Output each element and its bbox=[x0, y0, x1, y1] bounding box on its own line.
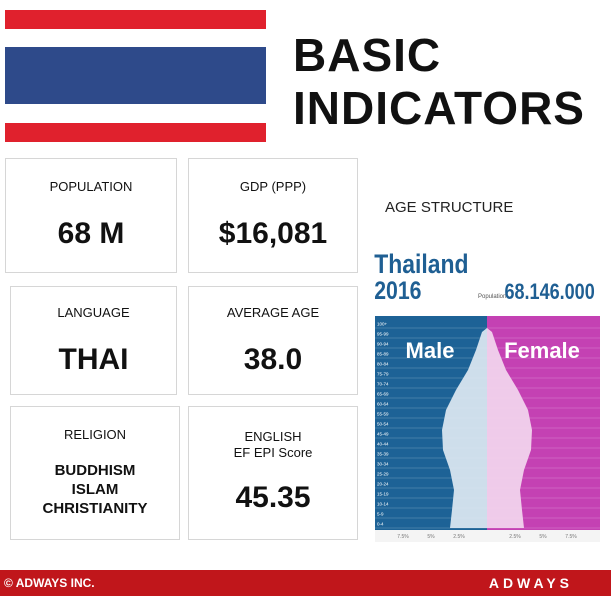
card-label: GDP (PPP) bbox=[239, 179, 307, 194]
age-label: 20-24 bbox=[377, 482, 389, 487]
age-label: 10-14 bbox=[377, 502, 389, 507]
age-label: 90-94 bbox=[377, 342, 389, 347]
age-label: 80-84 bbox=[377, 362, 389, 367]
age-label: 100+ bbox=[377, 322, 388, 327]
age-label: 85-89 bbox=[377, 352, 389, 357]
card-label: POPULATION bbox=[49, 179, 133, 194]
population-label: Population: bbox=[478, 294, 508, 300]
card: RELIGION BUDDHISM ISLAM CHRISTIANITY bbox=[10, 406, 180, 540]
religion: BUDDHISM bbox=[54, 462, 136, 479]
age-label: 25-29 bbox=[377, 472, 389, 477]
card: GDP (PPP) $16,081 bbox=[188, 158, 358, 273]
card-value: THAI bbox=[58, 343, 129, 376]
age-label: 75-79 bbox=[377, 372, 389, 377]
axis-label: 5% bbox=[539, 534, 547, 540]
axis-label: 5% bbox=[427, 534, 435, 540]
card: ENGLISH EF EPI Score 45.35 bbox=[188, 406, 358, 540]
age-label: 5-9 bbox=[377, 512, 384, 517]
card: LANGUAGE THAI bbox=[10, 286, 177, 395]
footer: © ADWAYS INC. ADWAYS bbox=[0, 570, 611, 596]
population: 68.146.000 bbox=[504, 280, 594, 304]
female-label: Female bbox=[504, 338, 580, 363]
label-line: ENGLISH bbox=[244, 429, 302, 444]
age-label: 55-59 bbox=[377, 412, 389, 417]
card-value: $16,081 bbox=[218, 217, 328, 250]
pyramid: Thailand 2016 Population: 68.146.000 100… bbox=[374, 249, 600, 542]
axis-label: 2.5% bbox=[453, 534, 465, 540]
section-heading: AGE STRUCTURE bbox=[385, 199, 514, 216]
male-label: Male bbox=[406, 338, 455, 363]
age-label: 45-49 bbox=[377, 432, 389, 437]
axis-label: 7.5% bbox=[565, 534, 577, 540]
copyright: © ADWAYS INC. bbox=[4, 576, 95, 590]
card-label: AVERAGE AGE bbox=[226, 305, 320, 320]
religion: ISLAM bbox=[71, 481, 119, 498]
age-label: 95-99 bbox=[377, 332, 389, 337]
label-line: EF EPI Score bbox=[233, 445, 313, 460]
year: 2016 bbox=[374, 276, 421, 304]
age-label: 60-64 bbox=[377, 402, 389, 407]
card-value: 68 M bbox=[57, 217, 125, 250]
axis-label: 2.5% bbox=[509, 534, 521, 540]
age-label: 50-54 bbox=[377, 422, 389, 427]
flag bbox=[5, 10, 266, 142]
age-label: 0-4 bbox=[377, 522, 384, 527]
card-value: 45.35 bbox=[235, 481, 311, 514]
age-label: 65-69 bbox=[377, 392, 389, 397]
brand: ADWAYS bbox=[488, 575, 573, 591]
country: Thailand bbox=[374, 249, 468, 279]
title: INDICATORS bbox=[293, 82, 585, 134]
religion: CHRISTIANITY bbox=[42, 500, 148, 517]
title: BASIC bbox=[293, 29, 442, 81]
age-label: 40-44 bbox=[377, 442, 389, 447]
card-label: LANGUAGE bbox=[57, 305, 130, 320]
age-label: 30-34 bbox=[377, 462, 389, 467]
card-label: RELIGION bbox=[63, 427, 127, 442]
card: POPULATION 68 M bbox=[5, 158, 177, 273]
card-value: BUDDHISM ISLAM CHRISTIANITY bbox=[11, 461, 179, 518]
age-label: 15-19 bbox=[377, 492, 389, 497]
axis-label: 7.5% bbox=[397, 534, 409, 540]
card-label: ENGLISH EF EPI Score bbox=[189, 429, 357, 461]
card-value: 38.0 bbox=[243, 343, 303, 376]
age-label: 70-74 bbox=[377, 382, 389, 387]
card: AVERAGE AGE 38.0 bbox=[188, 286, 358, 395]
age-label: 35-39 bbox=[377, 452, 389, 457]
